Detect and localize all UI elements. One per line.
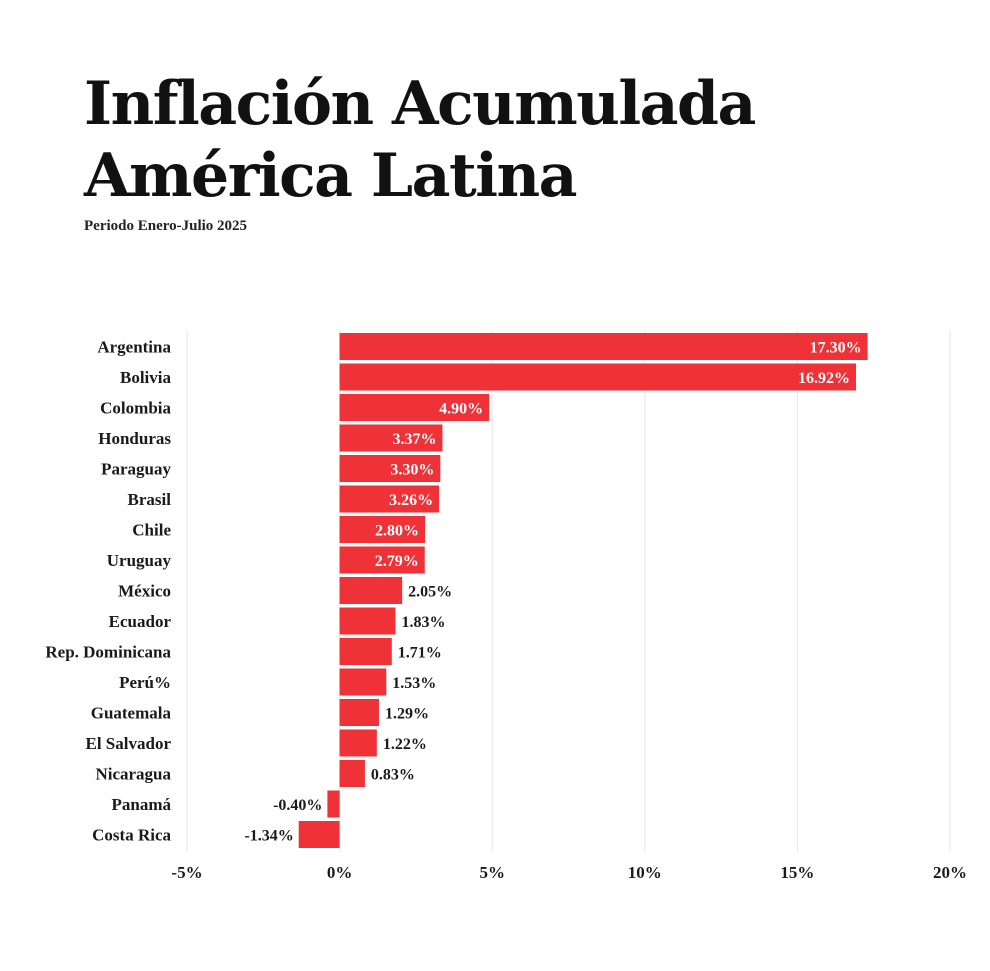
bar bbox=[339, 638, 392, 665]
bars bbox=[298, 333, 868, 848]
bar bbox=[339, 424, 443, 452]
data-label: 4.90% bbox=[439, 401, 483, 418]
bar bbox=[339, 485, 440, 513]
value-labels: 17.30% 16.92% 4.90%3.37% 3.30% 3.26% 2.80% 2.7… bbox=[244, 340, 861, 845]
category-label: México bbox=[118, 582, 171, 601]
data-label: 1.83% bbox=[401, 614, 445, 631]
data-label: 0.83% bbox=[371, 767, 415, 784]
bar bbox=[339, 577, 403, 604]
data-label: 16.92% bbox=[798, 370, 850, 387]
data-label: 1.29% bbox=[385, 706, 429, 723]
category-label: Uruguay bbox=[107, 551, 172, 570]
category-label: El Salvador bbox=[86, 734, 172, 753]
category-label: Rep. Dominicana bbox=[45, 643, 171, 662]
category-label: Panamá bbox=[112, 795, 172, 814]
bar bbox=[339, 333, 868, 360]
data-label: 2.05% bbox=[408, 584, 452, 601]
category-label: Guatemala bbox=[91, 704, 172, 723]
x-tick-label: 20% bbox=[933, 863, 967, 882]
bar bbox=[339, 729, 377, 757]
category-label: Perú% bbox=[119, 673, 171, 692]
bar bbox=[339, 699, 379, 726]
bar bbox=[339, 546, 425, 574]
data-label: -0.40% bbox=[273, 797, 322, 814]
x-tick-label: 10% bbox=[628, 863, 662, 882]
bar bbox=[339, 607, 396, 635]
chart-subtitle: Periodo Enero-Julio 2025 bbox=[84, 218, 248, 234]
data-label: 1.22% bbox=[383, 736, 427, 753]
category-label: Chile bbox=[132, 521, 171, 540]
data-label: 2.79% bbox=[375, 553, 419, 570]
bar bbox=[327, 790, 340, 818]
x-tick-label: -5% bbox=[171, 863, 202, 882]
data-label: 3.26% bbox=[389, 492, 433, 509]
category-labels: Argentina Bolivia Colombia Honduras Paraguay… bbox=[45, 338, 171, 845]
bar bbox=[339, 363, 856, 391]
bar bbox=[339, 394, 490, 421]
x-tick-label: 5% bbox=[479, 863, 505, 882]
chart-title: Inflación Acumulada América Latina bbox=[84, 68, 756, 212]
x-tick-label: 0% bbox=[327, 863, 353, 882]
data-label: -1.34% bbox=[244, 828, 293, 845]
category-label: Brasil bbox=[128, 490, 172, 509]
x-axis-ticks: -5% 0% 5% 10% 15% 20% bbox=[171, 863, 967, 882]
category-label: Colombia bbox=[100, 399, 171, 418]
bar bbox=[298, 821, 340, 848]
bar bbox=[339, 516, 426, 543]
bar bbox=[339, 455, 441, 482]
category-label: Honduras bbox=[98, 429, 171, 448]
category-label: Bolivia bbox=[120, 368, 172, 387]
category-label: Argentina bbox=[97, 338, 171, 357]
data-label: 2.80% bbox=[375, 523, 419, 540]
category-label: Costa Rica bbox=[92, 826, 171, 845]
data-label: 3.37% bbox=[392, 431, 436, 448]
category-label: Ecuador bbox=[109, 612, 172, 631]
category-label: Paraguay bbox=[101, 460, 171, 479]
chart-title-line-1: Inflación Acumulada bbox=[84, 69, 756, 139]
data-label: 1.71% bbox=[398, 645, 442, 662]
category-label: Nicaragua bbox=[95, 765, 171, 784]
bar bbox=[339, 668, 387, 696]
chart-title-line-2: América Latina bbox=[84, 141, 578, 211]
data-label: 1.53% bbox=[392, 675, 436, 692]
data-label: 17.30% bbox=[810, 340, 862, 357]
bar bbox=[339, 760, 365, 787]
grid-lines bbox=[186, 330, 951, 852]
x-tick-label: 15% bbox=[780, 863, 814, 882]
data-label: 3.30% bbox=[390, 462, 434, 479]
